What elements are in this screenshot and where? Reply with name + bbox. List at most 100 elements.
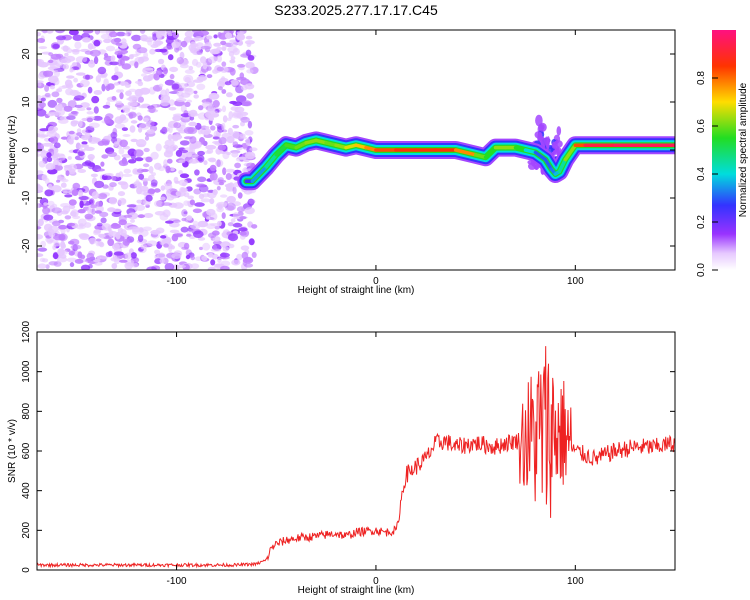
noise-speckle <box>234 162 242 169</box>
noise-speckle <box>136 199 142 204</box>
noise-speckle <box>37 247 48 252</box>
x-tick-label: 100 <box>567 576 584 587</box>
noise-speckle <box>82 56 88 63</box>
noise-speckle <box>229 59 236 64</box>
noise-speckle <box>111 96 117 101</box>
noise-speckle <box>70 244 82 250</box>
noise-speckle <box>121 56 130 61</box>
y-tick-label: 0 <box>21 567 32 573</box>
noise-speckle <box>159 48 168 53</box>
noise-speckle <box>55 53 64 58</box>
noise-speckle <box>147 39 153 46</box>
noise-region <box>37 30 259 270</box>
noise-speckle <box>239 216 247 220</box>
noise-speckle <box>206 74 213 79</box>
noise-speckle <box>45 163 56 171</box>
noise-speckle <box>121 127 128 131</box>
noise-speckle <box>179 173 190 179</box>
noise-speckle <box>73 77 78 83</box>
noise-speckle <box>80 264 91 270</box>
noise-speckle <box>37 253 44 257</box>
noise-speckle <box>198 193 205 200</box>
noise-speckle <box>102 184 109 189</box>
noise-speckle <box>70 120 80 125</box>
noise-speckle <box>207 266 216 270</box>
noise-speckle <box>59 176 66 181</box>
noise-speckle <box>174 180 180 184</box>
noise-speckle <box>172 219 181 223</box>
noise-speckle <box>60 243 66 249</box>
noise-speckle <box>171 41 181 49</box>
noise-speckle <box>145 156 153 163</box>
noise-speckle <box>91 95 100 104</box>
noise-speckle <box>165 165 171 174</box>
noise-speckle <box>49 62 61 70</box>
noise-speckle <box>228 111 234 119</box>
noise-speckle <box>129 125 136 133</box>
noise-speckle <box>167 158 173 164</box>
noise-speckle <box>130 252 137 259</box>
noise-speckle <box>227 243 235 249</box>
noise-speckle <box>231 131 240 139</box>
noise-speckle <box>188 65 194 71</box>
noise-speckle <box>178 159 186 164</box>
noise-speckle <box>155 143 162 152</box>
noise-speckle <box>40 97 46 102</box>
noise-speckle <box>69 262 75 268</box>
noise-speckle <box>221 105 227 113</box>
noise-speckle <box>68 199 77 206</box>
noise-speckle <box>183 126 194 134</box>
noise-speckle <box>171 253 182 259</box>
noise-speckle <box>126 204 137 208</box>
noise-speckle <box>93 39 101 47</box>
noise-speckle <box>82 161 91 167</box>
y-tick-label: 600 <box>21 442 32 459</box>
noise-speckle <box>119 92 124 100</box>
noise-speckle <box>216 46 223 51</box>
noise-speckle <box>124 83 131 88</box>
noise-speckle <box>56 88 63 93</box>
noise-speckle <box>168 126 173 134</box>
noise-speckle <box>217 179 227 183</box>
noise-speckle <box>210 259 216 266</box>
colorbar-tick-label: 0.0 <box>696 263 707 277</box>
noise-speckle <box>37 82 42 87</box>
noise-speckle <box>128 111 137 119</box>
noise-speckle <box>216 66 224 72</box>
noise-speckle <box>231 259 241 266</box>
y-tick-label: 0 <box>21 147 32 153</box>
noise-speckle <box>186 152 193 158</box>
noise-speckle <box>193 94 199 99</box>
noise-speckle <box>119 259 128 263</box>
noise-speckle <box>48 261 58 266</box>
noise-speckle <box>58 118 69 124</box>
noise-speckle <box>39 134 49 138</box>
noise-speckle <box>177 82 188 89</box>
noise-speckle <box>214 225 221 230</box>
noise-speckle <box>244 207 255 215</box>
noise-speckle <box>217 144 227 151</box>
noise-speckle <box>236 156 247 160</box>
noise-speckle <box>245 49 252 57</box>
noise-speckle <box>143 117 149 123</box>
noise-speckle <box>111 263 118 269</box>
noise-speckle <box>114 116 124 124</box>
noise-speckle <box>248 238 255 246</box>
y-tick-label: 200 <box>21 522 32 539</box>
noise-speckle <box>85 74 90 80</box>
noise-speckle <box>190 255 196 261</box>
noise-speckle <box>167 133 173 141</box>
noise-speckle <box>230 79 239 86</box>
noise-speckle <box>98 233 106 238</box>
noise-speckle <box>101 154 109 159</box>
noise-speckle <box>37 226 42 230</box>
noise-speckle <box>135 139 147 147</box>
noise-speckle <box>186 81 196 88</box>
noise-speckle <box>80 102 90 108</box>
noise-speckle <box>221 89 227 94</box>
noise-speckle <box>226 136 235 144</box>
noise-speckle <box>57 248 65 256</box>
signal-track-core <box>483 145 498 159</box>
noise-speckle <box>110 223 121 229</box>
noise-speckle <box>88 199 94 204</box>
